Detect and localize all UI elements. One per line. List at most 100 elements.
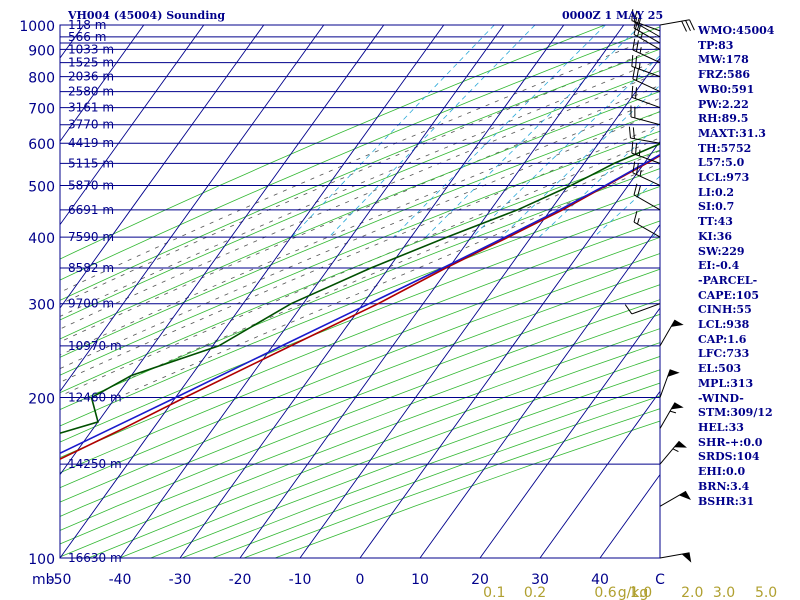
temperature-curve [60,154,660,460]
temperature-tick-label: 0 [356,572,365,588]
height-label: 12460 m [68,391,122,405]
wind-barb-full [632,127,635,139]
wind-barb-full [628,126,631,139]
temperature-tick-label: 20 [471,572,489,588]
index-item: CAP:1.6 [698,332,747,346]
pressure-tick-label: 200 [28,392,55,408]
wind-barb-full [624,304,633,315]
wind-barb-full [636,25,641,37]
wind-barb [659,440,687,465]
wind-barb-staff [631,303,661,315]
mixing-ratio-tick-label: 3.0 [713,585,735,600]
dry-adiabat [88,342,660,558]
isotherm [419,223,660,558]
wind-barb-flag [674,441,687,448]
isotherm [60,25,205,226]
pressure-tick-label: 100 [28,552,55,568]
index-item: MW:178 [698,53,749,67]
temperature-tick-label: -30 [169,572,192,588]
wind-barb [631,54,661,78]
sounding-time: 0000Z 1 MAY 25 [562,9,664,22]
height-label: 3770 m [68,118,114,132]
wind-barb-staff [633,33,661,50]
wind-barb-flag [681,552,692,563]
mixing-ratio-tick-label: 0.2 [524,585,546,600]
wind-barb-half [637,17,640,25]
wind-barb-half [637,218,640,225]
temperature-tick-label: 40 [591,572,609,588]
index-item: LCL:973 [698,171,750,185]
temperature-tick-label: -10 [289,572,312,588]
wind-barb-full [633,23,638,35]
isotherm [299,57,660,558]
wind-barb [659,552,692,563]
wind-barb-staff [630,137,661,144]
height-label: 118 m [68,18,106,32]
isotherm [60,25,385,476]
dry-adiabat [60,328,660,558]
moist-adiabat [60,137,660,397]
height-label: 2580 m [68,85,114,99]
wind-barb [659,490,691,507]
index-item: CAPE:105 [698,288,759,302]
index-item: HEL:33 [698,420,744,434]
pressure-tick-label: 900 [28,43,55,59]
wind-barb-flag [671,319,684,327]
mixing-ratio-line [328,25,536,238]
mixing-ratio-tick-label: 0.6 [594,585,616,600]
wind-barb-full [631,54,634,67]
index-item: EL:503 [698,362,742,376]
wind-barb-full [685,20,691,32]
wind-barb [633,16,661,44]
wind-barb [631,85,661,109]
index-item: BSHR:31 [698,494,755,508]
index-item: WB0:591 [698,82,755,96]
wind-barb-full [635,87,638,99]
index-item: SRDS:104 [698,450,760,464]
wind-barb-full [633,210,638,223]
index-item: LI:0.2 [698,185,735,199]
index-item: -PARCEL- [698,273,758,287]
wind-barb-staff [632,172,661,186]
height-label: 1525 m [68,56,114,70]
wind-barb-staff [659,440,680,465]
pressure-tick-label: 500 [28,179,55,195]
wind-barb-half [639,47,642,54]
wind-barb-full [635,69,639,81]
temperature-tick-label: 10 [411,572,429,588]
isotherm [179,25,565,558]
isotherm [60,25,145,143]
wind-barb [633,10,661,38]
wind-barb-staff [631,96,661,109]
wind-barb-staff [631,152,661,164]
wind-barb [633,23,661,50]
mixing-ratio-line [393,25,606,238]
height-label: 10970 m [68,339,122,353]
pressure-tick-label: 800 [28,71,55,87]
mixing-ratio-tick-label: 2.0 [681,585,703,600]
wind-barb-staff [633,221,661,238]
dry-adiabat [60,313,660,545]
height-label: 1033 m [68,42,114,56]
wind-barb-half [669,410,677,414]
index-item: LCL:938 [698,318,750,332]
index-item: -WIND- [698,391,744,405]
temperature-tick-label: C [655,572,665,588]
index-item: EHI:0.0 [698,465,746,479]
wind-barb [624,303,661,315]
wind-barb-staff [632,78,661,93]
wind-barb-staff [633,21,661,38]
indices-panel: WMO:45004 TP:83 MW:178 FRZ:586 WB0:591 PW:2.2… [698,24,774,509]
mixing-ratio-line [500,84,660,238]
wind-barb-half [639,169,642,177]
mixing-ratio-unit-label: g/kg [618,585,649,600]
height-label: 14250 m [68,457,122,471]
wind-barb-flag [667,369,680,377]
wind-barb-half [638,149,641,156]
wind-barb-full [631,9,634,21]
height-label: 5115 m [68,156,114,170]
wind-barb-full [631,141,634,154]
pressure-unit-label: mb [32,572,55,588]
isotherm [60,25,265,309]
